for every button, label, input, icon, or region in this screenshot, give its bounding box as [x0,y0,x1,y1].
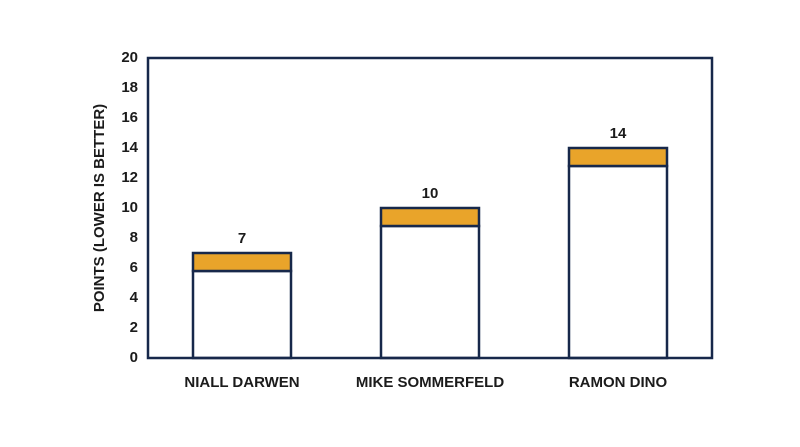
bar-segment [379,224,481,360]
plot-frame [146,56,714,360]
bar-segment [567,146,669,168]
y-tick-label: 8 [130,229,138,246]
y-tick-label: 12 [121,169,138,186]
bar-segment [191,269,293,360]
y-tick-label: 20 [121,49,138,66]
bar-segment [379,206,481,228]
total-label: 10 [422,185,439,202]
x-tick-label: NIALL DARWEN [184,374,299,391]
y-tick-label: 14 [121,139,138,156]
y-tick-label: 0 [130,349,138,366]
x-tick-label: MIKE SOMMERFELD [356,374,504,391]
y-tick-label: 6 [130,259,138,276]
total-label: 7 [238,230,246,247]
y-tick-label: 4 [130,289,139,306]
total-label: 14 [610,125,627,142]
y-axis-label: POINTS (LOWER IS BETTER) [91,104,108,312]
bar-segment [567,164,669,360]
y-tick-label: 10 [121,199,138,216]
y-tick-label: 2 [130,319,138,336]
bar-segment [191,251,293,273]
y-tick-label: 16 [121,109,138,126]
x-tick-label: RAMON DINO [569,374,668,391]
y-tick-label: 18 [121,79,138,96]
